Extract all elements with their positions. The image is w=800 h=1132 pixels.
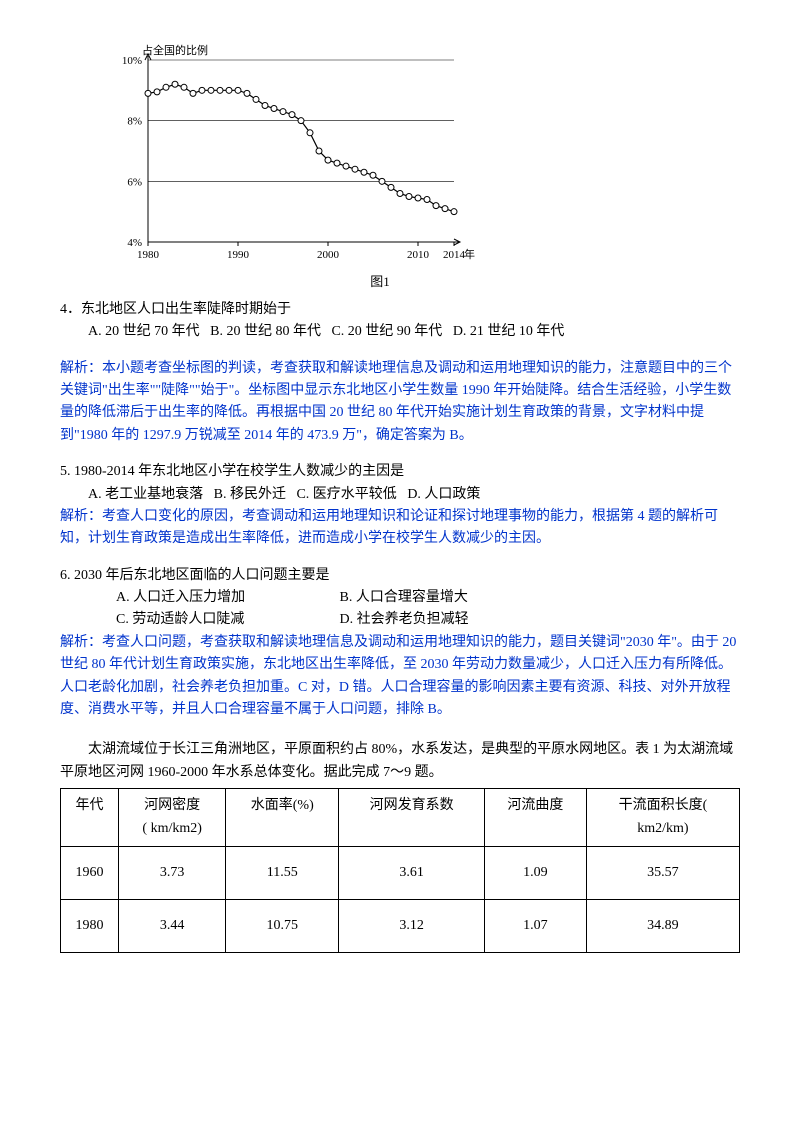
q6-opt-d: D. 社会养老负担减轻 <box>340 612 469 627</box>
svg-text:8%: 8% <box>127 116 142 128</box>
q6-opt-c: C. 劳动适龄人口陡减 <box>116 609 336 631</box>
q5-options: A. 老工业基地衰落 B. 移民外迁 C. 医疗水平较低 D. 人口政策 <box>60 484 740 506</box>
table-cell: 3.73 <box>118 847 225 900</box>
table-cell: 1980 <box>61 900 119 953</box>
q4-stem: 4．东北地区人口出生率陡降时期始于 <box>60 299 740 321</box>
question-4: 4．东北地区人口出生率陡降时期始于 A. 20 世纪 70 年代 B. 20 世… <box>60 299 740 344</box>
svg-text:1990: 1990 <box>227 249 250 261</box>
table-cell: 3.44 <box>118 900 225 953</box>
table-header-row: 年代 河网密度( km/km2)水面率(%) 河网发育系数 河流曲度 干流面积长… <box>61 789 740 847</box>
svg-text:2010: 2010 <box>407 249 430 261</box>
q5-opt-d: D. 人口政策 <box>407 487 480 502</box>
question-5: 5. 1980-2014 年东北地区小学在校学生人数减少的主因是 A. 老工业基… <box>60 461 740 551</box>
table-cell: 10.75 <box>226 900 339 953</box>
table-col-5: 干流面积长度(km2/km) <box>586 789 739 847</box>
svg-text:1980: 1980 <box>137 249 160 261</box>
q4-opt-a: A. 20 世纪 70 年代 <box>88 324 200 339</box>
svg-text:4%: 4% <box>127 237 142 249</box>
table-col-2: 水面率(%) <box>226 789 339 847</box>
q5-opt-b: B. 移民外迁 <box>214 487 286 502</box>
svg-text:2014: 2014 <box>443 249 466 261</box>
q6-options-row2: C. 劳动适龄人口陡减 D. 社会养老负担减轻 <box>60 609 740 631</box>
table-col-0: 年代 <box>61 789 119 847</box>
q5-stem: 5. 1980-2014 年东北地区小学在校学生人数减少的主因是 <box>60 461 740 483</box>
table-row: 19603.7311.553.611.0935.57 <box>61 847 740 900</box>
table-cell: 35.57 <box>586 847 739 900</box>
q4-options: A. 20 世纪 70 年代 B. 20 世纪 80 年代 C. 20 世纪 9… <box>60 321 740 343</box>
taihu-intro: 太湖流域位于长江三角洲地区，平原面积约占 80%，水系发达，是典型的平原水网地区… <box>60 739 740 784</box>
table-col-3: 河网发育系数 <box>339 789 485 847</box>
taihu-table: 年代 河网密度( km/km2)水面率(%) 河网发育系数 河流曲度 干流面积长… <box>60 788 740 953</box>
table-row: 19803.4410.753.121.0734.89 <box>61 900 740 953</box>
q5-analysis: 解析：考查人口变化的原因，考查调动和运用地理知识和论证和探讨地理事物的能力，根据… <box>60 506 740 551</box>
table-col-4: 河流曲度 <box>484 789 586 847</box>
table-cell: 3.12 <box>339 900 485 953</box>
q6-opt-b: B. 人口合理容量增大 <box>340 590 468 605</box>
table-cell: 1.07 <box>484 900 586 953</box>
q5-opt-a: A. 老工业基地衰落 <box>88 487 203 502</box>
svg-text:占全国的比例: 占全国的比例 <box>142 43 208 57</box>
q5-opt-c: C. 医疗水平较低 <box>296 487 396 502</box>
proportion-chart: 占全国的比例4%6%8%10%19801990200020102014年 图1 <box>100 40 740 293</box>
svg-text:2000: 2000 <box>317 249 340 261</box>
q4-analysis: 解析：本小题考查坐标图的判读，考查获取和解读地理信息及调动和运用地理知识的能力，… <box>60 358 740 448</box>
svg-text:10%: 10% <box>122 55 142 67</box>
table-cell: 1960 <box>61 847 119 900</box>
chart-caption: 图1 <box>20 272 740 293</box>
svg-text:6%: 6% <box>127 176 142 188</box>
table-cell: 3.61 <box>339 847 485 900</box>
table-cell: 34.89 <box>586 900 739 953</box>
table-col-1: 河网密度( km/km2) <box>118 789 225 847</box>
q4-opt-b: B. 20 世纪 80 年代 <box>210 324 321 339</box>
q6-options-row1: A. 人口迁入压力增加 B. 人口合理容量增大 <box>60 587 740 609</box>
table-body: 19603.7311.553.611.0935.5719803.4410.753… <box>61 847 740 953</box>
svg-text:年: 年 <box>464 247 475 261</box>
table-cell: 1.09 <box>484 847 586 900</box>
line-chart-svg: 占全国的比例 4% 6% 8% 10% 1980 1990 2000 2010 2014年 <box>100 40 480 270</box>
table-cell: 11.55 <box>226 847 339 900</box>
q6-analysis: 解析：考查人口问题，考查获取和解读地理信息及调动和运用地理知识的能力，题目关键词… <box>60 632 740 722</box>
q6-opt-a: A. 人口迁入压力增加 <box>116 587 336 609</box>
q6-stem: 6. 2030 年后东北地区面临的人口问题主要是 <box>60 565 740 587</box>
q4-opt-d: D. 21 世纪 10 年代 <box>453 324 565 339</box>
q4-opt-c: C. 20 世纪 90 年代 <box>331 324 442 339</box>
question-6: 6. 2030 年后东北地区面临的人口问题主要是 A. 人口迁入压力增加 B. … <box>60 565 740 722</box>
